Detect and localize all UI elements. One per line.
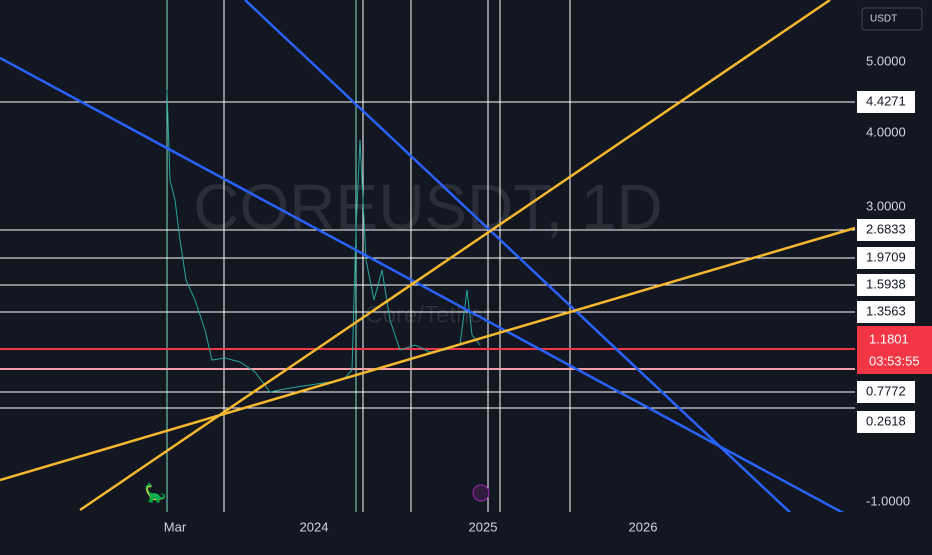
watermark-pair: Core/Tether [365, 301, 490, 328]
level-box [857, 301, 915, 323]
level-label: 0.2618 [866, 413, 906, 428]
level-label: 1.9709 [866, 249, 906, 264]
horizontal-lines [0, 101, 855, 409]
last-price: 1.1801 [869, 331, 909, 346]
level-label: 0.7772 [866, 383, 906, 398]
level-label: 4.4271 [866, 93, 906, 108]
event-icon[interactable] [472, 484, 490, 502]
level-box [857, 274, 915, 296]
level-box [857, 247, 915, 269]
trend-lines [0, 0, 861, 551]
last-price-box [857, 326, 932, 374]
vertical-lines [166, 0, 571, 512]
time-tick: Mar [164, 519, 187, 534]
level-box [857, 91, 915, 113]
price-tick: 4.0000 [866, 124, 906, 139]
level-box [857, 411, 915, 433]
price-tick: 3.0000 [866, 198, 906, 213]
watermark-symbol: COREUSDT, 1D [193, 171, 662, 243]
currency[interactable]: USDT [870, 14, 897, 25]
level-box [857, 219, 915, 241]
time-tick: 2025 [469, 519, 498, 534]
level-box [857, 381, 915, 403]
countdown: 03:53:55 [869, 353, 920, 368]
price-tick: -1.0000 [866, 493, 910, 508]
time-tick: 2024 [300, 519, 329, 534]
level-label: 1.5938 [866, 276, 906, 291]
time-axis [0, 512, 855, 550]
level-label: 1.3563 [866, 303, 906, 318]
price-tick: 5.0000 [866, 53, 906, 68]
logo-icon[interactable]: 🦕 [144, 482, 166, 503]
level-label: 2.6833 [866, 221, 906, 236]
currency-button[interactable] [861, 7, 923, 31]
time-tick: 2026 [629, 519, 658, 534]
